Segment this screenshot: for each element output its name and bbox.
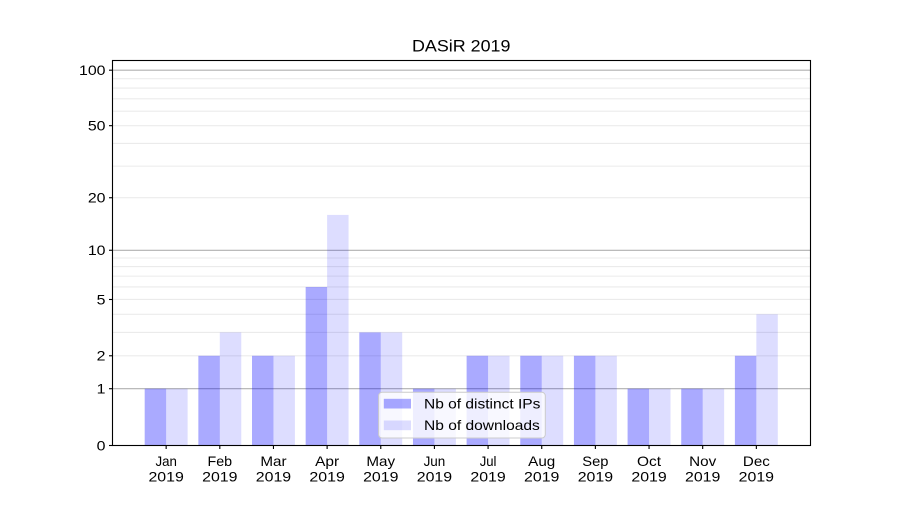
svg-text:2019: 2019 bbox=[309, 469, 345, 485]
svg-text:DASiR 2019: DASiR 2019 bbox=[412, 37, 510, 56]
svg-text:1: 1 bbox=[97, 381, 106, 397]
svg-text:Jul: Jul bbox=[480, 453, 497, 469]
svg-text:2019: 2019 bbox=[470, 469, 506, 485]
svg-text:50: 50 bbox=[88, 117, 106, 133]
svg-text:10: 10 bbox=[88, 242, 106, 258]
svg-text:2019: 2019 bbox=[202, 469, 238, 485]
svg-text:Jan: Jan bbox=[155, 453, 176, 469]
svg-text:2019: 2019 bbox=[524, 469, 560, 485]
svg-text:Aug: Aug bbox=[528, 453, 555, 469]
svg-text:2019: 2019 bbox=[578, 469, 614, 485]
svg-text:20: 20 bbox=[88, 190, 106, 206]
svg-text:2019: 2019 bbox=[148, 469, 184, 485]
svg-text:May: May bbox=[366, 453, 395, 469]
svg-text:2019: 2019 bbox=[363, 469, 399, 485]
svg-text:Nov: Nov bbox=[689, 453, 716, 469]
svg-text:2019: 2019 bbox=[417, 469, 453, 485]
svg-text:2019: 2019 bbox=[256, 469, 292, 485]
svg-text:0: 0 bbox=[97, 437, 106, 453]
svg-text:Mar: Mar bbox=[260, 453, 287, 469]
svg-text:Nb of distinct IPs: Nb of distinct IPs bbox=[424, 395, 540, 411]
svg-text:2019: 2019 bbox=[631, 469, 667, 485]
svg-text:2: 2 bbox=[97, 348, 106, 364]
svg-text:Feb: Feb bbox=[208, 453, 233, 469]
svg-text:Nb of downloads: Nb of downloads bbox=[424, 417, 540, 433]
svg-text:2019: 2019 bbox=[739, 469, 775, 485]
svg-text:Dec: Dec bbox=[743, 453, 770, 469]
svg-text:100: 100 bbox=[79, 62, 106, 78]
svg-text:2019: 2019 bbox=[685, 469, 721, 485]
svg-text:Oct: Oct bbox=[637, 453, 661, 469]
svg-text:Jun: Jun bbox=[424, 453, 446, 469]
svg-text:Apr: Apr bbox=[315, 453, 339, 469]
svg-text:Sep: Sep bbox=[582, 453, 608, 469]
svg-text:5: 5 bbox=[97, 291, 106, 307]
